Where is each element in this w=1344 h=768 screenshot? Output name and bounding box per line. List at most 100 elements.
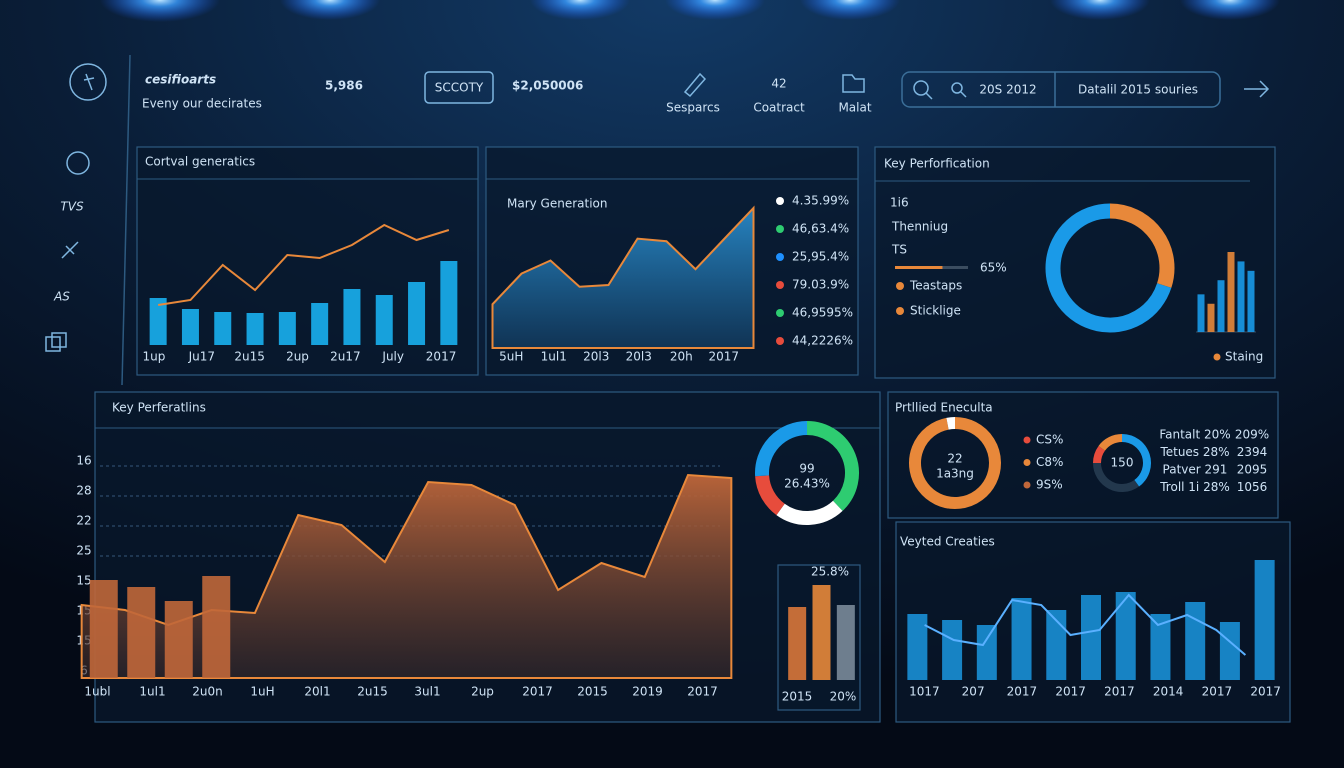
legend-dot (896, 282, 904, 290)
legend-dot (1023, 459, 1031, 466)
bar (164, 601, 193, 678)
x-tick-label: 2015 (782, 690, 813, 704)
x-tick-label: 2017 (426, 350, 457, 364)
info-label: 1i6 (890, 196, 909, 210)
panel-title: Mary Generation (507, 197, 608, 211)
legend-dot (1023, 481, 1031, 489)
legend-label: CS% (1036, 433, 1063, 447)
legend-dot (1023, 436, 1031, 444)
donut-segment (1121, 434, 1151, 487)
donut-value: 150 (1111, 456, 1134, 470)
stat: 5,986 (325, 79, 363, 93)
bar (1011, 598, 1032, 680)
x-tick-label: 1ul1 (139, 685, 165, 699)
x-tick-label: 2u15 (357, 685, 388, 699)
sidebar-label: TVS (60, 200, 84, 214)
spotlights (100, 0, 1280, 22)
amount: $2,050006 (512, 79, 583, 93)
tag-button: SCCOTY (435, 81, 484, 95)
bar (788, 607, 807, 680)
x-tick-label: 2017 (1104, 685, 1135, 699)
donut-segment (1098, 434, 1123, 451)
donut-segment (1093, 445, 1106, 464)
nav-label: Malat (838, 101, 871, 115)
x-tick-label: 2017 (1007, 685, 1038, 699)
legend-dot (776, 225, 784, 233)
donut-segment (909, 417, 1001, 509)
donut-label: 26.43% (784, 477, 830, 491)
x-tick-label: 20h (670, 350, 693, 364)
panel-title: Key Perforfication (884, 157, 990, 171)
legend-label: 25,95.4% (792, 250, 849, 264)
bar (1219, 622, 1240, 680)
legend-dot (776, 337, 784, 345)
mini-title: 25.8% (811, 565, 849, 579)
x-tick-label: 207 (962, 685, 985, 699)
x-tick-label: 2up (286, 350, 309, 364)
y-tick-label: 15 (76, 574, 91, 588)
x-tick-label: 1ul1 (541, 350, 567, 364)
x-tick-label: 20% (830, 690, 857, 704)
legend-label: 46,63.4% (792, 222, 849, 236)
legend-label: Sticklige (910, 304, 961, 318)
panel-frames (94, 146, 1291, 723)
bar (278, 312, 296, 345)
bar (836, 605, 855, 680)
legend-label: 79.03.9% (792, 278, 849, 292)
x-tick-label: 2015 (577, 685, 608, 699)
legend-label: 44,2226% (792, 334, 853, 348)
legend-dot (1213, 353, 1221, 361)
x-tick-label: 2u15 (234, 350, 265, 364)
legend-label: Teastaps (909, 279, 962, 293)
bar (246, 313, 264, 345)
x-tick-label: 2019 (632, 685, 663, 699)
bar (1185, 602, 1206, 680)
x-tick-label: 2u0n (192, 685, 222, 699)
bar (440, 261, 458, 345)
bar (343, 289, 361, 345)
bar (149, 298, 167, 345)
donut-segment (1045, 203, 1172, 333)
legend-dot (776, 281, 784, 289)
legend-dot (776, 253, 784, 261)
search-text: 20S 2012 (979, 83, 1036, 97)
x-tick-label: 1017 (909, 685, 940, 699)
bar (1237, 261, 1245, 332)
x-tick-label: 5uH (499, 350, 523, 364)
x-tick-label: 1up (142, 350, 165, 364)
y-tick-label: 16 (76, 454, 91, 468)
table-cell: 2095 (1237, 463, 1268, 477)
bar (1115, 592, 1136, 680)
legend-label: Staing (1225, 350, 1263, 364)
table-cell: 2394 (1237, 445, 1268, 459)
y-tick-label: 25 (76, 544, 91, 558)
bar (202, 576, 231, 678)
bar (907, 614, 928, 680)
panel-title: Key Perferatlins (112, 401, 206, 415)
legend-dot (776, 309, 784, 317)
table-cell: Fantalt 20% (1159, 428, 1230, 442)
source-button: Datalil 2015 souries (1078, 83, 1198, 97)
x-tick-label: 20l1 (304, 685, 330, 699)
donut-segment (946, 417, 956, 430)
line (924, 593, 1247, 656)
bar (1247, 270, 1255, 332)
legend-label: 46,9595% (792, 306, 853, 320)
x-tick-label: 2017 (1250, 685, 1281, 699)
bar (181, 309, 199, 345)
bar (1197, 294, 1205, 332)
bar (976, 625, 997, 680)
nav-label: Coatract (753, 101, 805, 115)
legend-dot (896, 307, 904, 315)
donut-value: 22 (947, 452, 962, 466)
table-cell: Patver 291 (1163, 463, 1228, 477)
info-label: TS (891, 243, 907, 257)
table-cell: 209% (1235, 428, 1269, 442)
chrome (45, 54, 1270, 386)
donut-segment (755, 421, 808, 477)
area (491, 205, 755, 349)
bar (1217, 280, 1225, 332)
donut-segment (806, 421, 859, 511)
legend-label: 4.35.99% (792, 194, 849, 208)
table-cell: Tetues 28% (1159, 445, 1229, 459)
